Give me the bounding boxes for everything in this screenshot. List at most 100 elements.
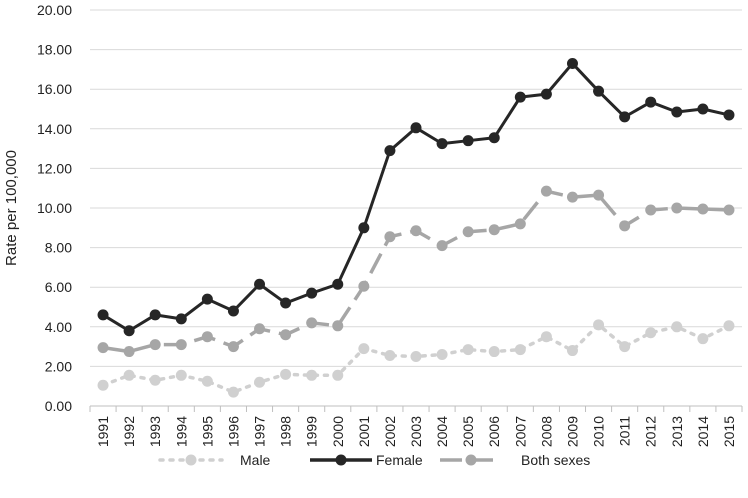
x-tick-label: 2003 — [408, 416, 424, 447]
data-point — [566, 57, 578, 69]
data-point — [723, 204, 735, 216]
data-point — [201, 331, 213, 343]
x-tick-label: 2013 — [669, 416, 685, 447]
y-tick-label: 2.00 — [45, 358, 72, 374]
data-point — [436, 349, 448, 361]
x-tick-label: 2001 — [356, 416, 372, 447]
data-point — [488, 224, 500, 236]
x-tick-label: 2007 — [512, 416, 528, 447]
data-point — [97, 309, 109, 321]
legend: Male Female Both sexes — [158, 452, 590, 468]
data-point — [540, 185, 552, 197]
data-point — [201, 293, 213, 305]
data-point — [175, 339, 187, 351]
data-point — [410, 122, 422, 134]
y-tick-label: 8.00 — [45, 240, 72, 256]
data-point — [697, 103, 709, 115]
legend-item-female: Female — [310, 452, 423, 468]
data-point — [462, 135, 474, 147]
data-point — [358, 280, 370, 292]
series-line — [102, 189, 730, 354]
legend-swatch-marker — [465, 454, 477, 466]
data-point — [488, 346, 500, 358]
x-tick-label: 1994 — [173, 416, 189, 447]
x-tick-label: 2009 — [564, 416, 580, 447]
data-point — [175, 313, 187, 325]
x-tick-label: 2002 — [382, 416, 398, 447]
data-point — [514, 218, 526, 230]
series-female — [97, 57, 735, 337]
data-point — [619, 220, 631, 232]
data-point — [306, 369, 318, 381]
data-point — [619, 341, 631, 353]
data-point — [149, 374, 161, 386]
x-tick-label: 2005 — [460, 416, 476, 447]
legend-swatch-marker — [335, 454, 347, 466]
data-point — [645, 96, 657, 108]
y-axis-title: Rate per 100,000 — [3, 150, 20, 266]
data-point — [358, 343, 370, 355]
legend-item-both-sexes: Both sexes — [440, 452, 590, 468]
data-point — [462, 226, 474, 238]
data-point — [671, 106, 683, 118]
data-point — [358, 222, 370, 234]
y-tick-label: 6.00 — [45, 279, 72, 295]
data-point — [149, 339, 161, 351]
series-both-sexes — [97, 185, 735, 358]
data-point — [254, 376, 266, 388]
data-point — [254, 323, 266, 335]
data-point — [306, 317, 318, 329]
data-point — [514, 344, 526, 356]
x-tick-label: 1996 — [225, 416, 241, 447]
x-tick-label: 1998 — [278, 416, 294, 447]
data-point — [332, 369, 344, 381]
data-point — [488, 132, 500, 144]
x-tick-label: 2006 — [486, 416, 502, 447]
data-point — [123, 325, 135, 337]
y-tick-label: 4.00 — [45, 319, 72, 335]
y-tick-label: 16.00 — [37, 81, 72, 97]
data-point — [514, 91, 526, 103]
y-axis-ticks: 0.00 2.00 4.00 6.00 8.00 10.00 12.00 14.00 16.00… — [37, 2, 72, 414]
data-point — [593, 85, 605, 97]
legend-label: Both sexes — [521, 452, 590, 468]
data-point — [462, 344, 474, 356]
x-tick-label: 2000 — [330, 416, 346, 447]
data-point — [593, 189, 605, 201]
y-tick-label: 20.00 — [37, 2, 72, 18]
y-tick-label: 0.00 — [45, 398, 72, 414]
y-tick-label: 12.00 — [37, 160, 72, 176]
data-point — [436, 240, 448, 252]
data-point — [384, 231, 396, 243]
data-point — [671, 202, 683, 214]
data-point — [566, 191, 578, 203]
x-tick-label: 1997 — [252, 416, 268, 447]
data-point — [123, 346, 135, 358]
data-point — [723, 109, 735, 121]
data-point — [723, 320, 735, 332]
data-point — [332, 278, 344, 290]
grid-lines — [90, 9, 742, 367]
x-tick-label: 2011 — [617, 416, 633, 446]
legend-item-male: Male — [158, 452, 271, 468]
data-point — [593, 319, 605, 331]
data-point — [645, 327, 657, 339]
data-point — [280, 297, 292, 309]
x-tick-label: 2004 — [434, 416, 450, 447]
data-point — [540, 88, 552, 100]
x-tick-label: 2014 — [695, 416, 711, 447]
data-point — [97, 379, 109, 391]
data-point — [280, 368, 292, 380]
data-point — [227, 305, 239, 317]
data-point — [306, 287, 318, 299]
x-tick-label: 2015 — [721, 416, 737, 447]
data-point — [384, 350, 396, 362]
data-point — [280, 329, 292, 341]
data-point — [227, 341, 239, 353]
series-line — [102, 61, 730, 333]
y-tick-label: 14.00 — [37, 121, 72, 137]
data-point — [149, 309, 161, 321]
data-point — [227, 386, 239, 398]
